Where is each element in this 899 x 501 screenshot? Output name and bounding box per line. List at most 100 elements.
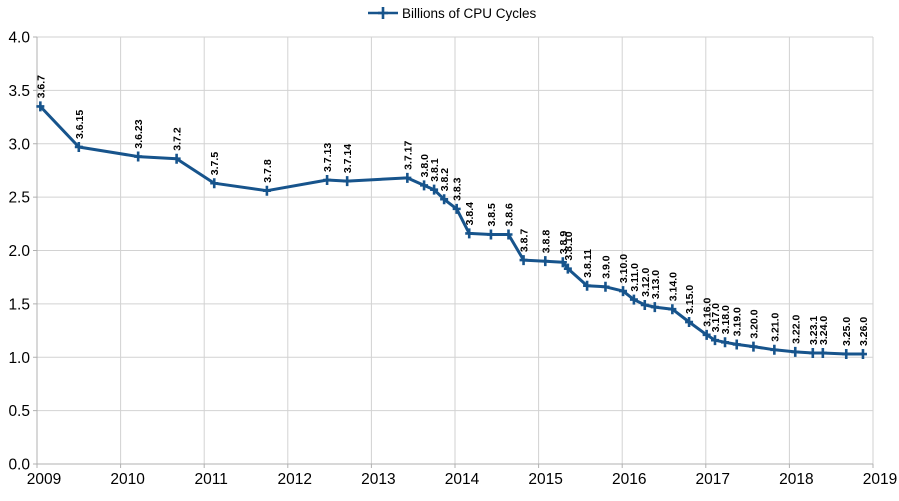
data-point-marker xyxy=(601,281,610,292)
data-point-marker xyxy=(619,286,628,297)
data-point-marker xyxy=(74,141,83,152)
y-axis-tick-label: 0.5 xyxy=(8,403,30,420)
data-point-marker xyxy=(791,346,800,357)
data-point-label: 3.19.0 xyxy=(732,307,744,336)
data-point-label: 3.22.0 xyxy=(790,315,802,344)
data-point-label: 3.12.0 xyxy=(640,268,652,297)
data-point-label: 3.8.7 xyxy=(519,229,531,253)
data-point-label: 3.7.2 xyxy=(172,127,184,151)
data-point-marker xyxy=(629,294,638,305)
data-point-label: 3.8.2 xyxy=(439,168,451,192)
data-point-marker xyxy=(749,341,758,352)
data-point-marker xyxy=(668,304,677,315)
data-point-label: 3.25.0 xyxy=(841,317,853,346)
data-point-marker xyxy=(440,194,449,205)
data-point-marker xyxy=(583,280,592,291)
data-point-label: 3.26.0 xyxy=(858,317,870,346)
y-axis-tick-label: 1.0 xyxy=(8,350,30,367)
data-point-marker xyxy=(732,339,741,350)
data-point-marker xyxy=(563,263,572,274)
x-axis-tick-label: 2019 xyxy=(863,471,897,488)
data-point-label: 3.8.11 xyxy=(582,249,594,278)
data-point-label: 3.15.0 xyxy=(684,285,696,314)
data-point-label: 3.8.8 xyxy=(540,230,552,254)
legend-label: Billions of CPU Cycles xyxy=(402,6,537,21)
y-axis-tick-label: 1.5 xyxy=(8,296,30,313)
data-point-marker xyxy=(650,302,659,313)
y-axis-tick-label: 2.0 xyxy=(8,243,30,260)
data-point-label: 3.23.1 xyxy=(808,316,820,345)
data-point-marker xyxy=(710,335,719,346)
data-point-label: 3.7.13 xyxy=(322,143,334,172)
x-axis-tick-label: 2009 xyxy=(27,471,61,488)
plot-area: 0.0 0.5 1.0 1.5 2.0 2.5 3.0 3.5 4.0 2009 2010 2011 2… xyxy=(8,30,897,489)
data-point-marker xyxy=(702,329,711,340)
data-point-label: 3.8.6 xyxy=(504,203,516,227)
data-point-label: 3.6.23 xyxy=(133,119,145,148)
x-axis-tick-label: 2011 xyxy=(195,471,228,488)
data-point-marker xyxy=(403,172,412,183)
data-point-marker xyxy=(770,344,779,355)
data-point-marker xyxy=(420,180,429,191)
x-axis-tick-label: 2018 xyxy=(779,471,813,488)
data-point-marker xyxy=(134,151,143,162)
data-point-label: 3.7.8 xyxy=(262,159,274,183)
legend: Billions of CPU Cycles xyxy=(368,6,537,21)
data-point-label: 3.7.14 xyxy=(342,144,354,173)
data-point-marker xyxy=(842,349,851,360)
data-point-label: 3.10.0 xyxy=(618,254,630,283)
data-point-marker xyxy=(558,257,567,268)
data-point-label: 3.21.0 xyxy=(769,312,781,341)
data-point-label: 3.8.5 xyxy=(486,203,498,227)
x-axis-tick-label: 2010 xyxy=(110,471,145,488)
data-point-marker xyxy=(541,256,550,267)
data-point-marker xyxy=(486,229,495,240)
y-axis-tick-label: 2.5 xyxy=(8,190,30,207)
y-axis-tick-label: 3.0 xyxy=(8,136,30,153)
data-point-label: 3.18.0 xyxy=(720,305,732,334)
legend-plus-marker-icon xyxy=(378,7,388,19)
data-point-marker xyxy=(504,229,513,240)
data-point-marker xyxy=(858,349,867,360)
data-point-marker xyxy=(818,347,827,358)
data-point-label: 3.13.0 xyxy=(650,270,662,299)
data-point-label: 3.8.9 xyxy=(558,231,570,255)
data-point-marker xyxy=(465,228,474,239)
data-point-marker xyxy=(262,185,271,196)
data-point-marker xyxy=(36,101,45,112)
data-point-label: 3.11.0 xyxy=(629,263,641,292)
x-axis-tick-label: 2016 xyxy=(612,471,646,488)
data-point-marker xyxy=(640,299,649,310)
data-point-label: 3.8.10 xyxy=(563,231,575,260)
x-axis-tick-label: 2015 xyxy=(528,471,562,488)
data-point-label: 3.14.0 xyxy=(667,272,679,301)
data-point-marker xyxy=(452,203,461,214)
data-point-marker xyxy=(210,178,219,189)
data-point-label: 3.9.0 xyxy=(601,255,613,279)
data-point-label: 3.7.5 xyxy=(209,152,221,176)
y-axis-tick-label: 3.5 xyxy=(8,83,30,100)
x-axis-tick-label: 2013 xyxy=(361,471,395,488)
data-point-label: 3.6.7 xyxy=(35,75,47,99)
data-point-label: 3.8.3 xyxy=(452,177,464,201)
data-point-label: 3.8.4 xyxy=(464,202,476,226)
data-point-marker xyxy=(808,347,817,358)
data-point-label: 3.8.1 xyxy=(429,158,441,182)
data-point-marker xyxy=(430,184,439,195)
data-point-label: 3.17.0 xyxy=(710,303,722,332)
y-axis-tick-label: 0.0 xyxy=(8,457,30,474)
data-point-label: 3.20.0 xyxy=(749,309,761,338)
data-point-label: 3.7.17 xyxy=(402,141,414,170)
x-axis-tick-label: 2014 xyxy=(445,471,480,488)
y-axis-tick-label: 4.0 xyxy=(8,30,30,47)
data-point-marker xyxy=(172,153,181,164)
data-point-marker xyxy=(343,176,352,187)
x-axis-tick-label: 2017 xyxy=(696,471,730,488)
data-point-label: 3.8.0 xyxy=(419,154,431,178)
data-point-label: 3.24.0 xyxy=(818,316,830,345)
x-axis-tick-label: 2012 xyxy=(278,471,312,488)
data-point-marker xyxy=(721,337,730,348)
data-point-marker xyxy=(519,255,528,266)
